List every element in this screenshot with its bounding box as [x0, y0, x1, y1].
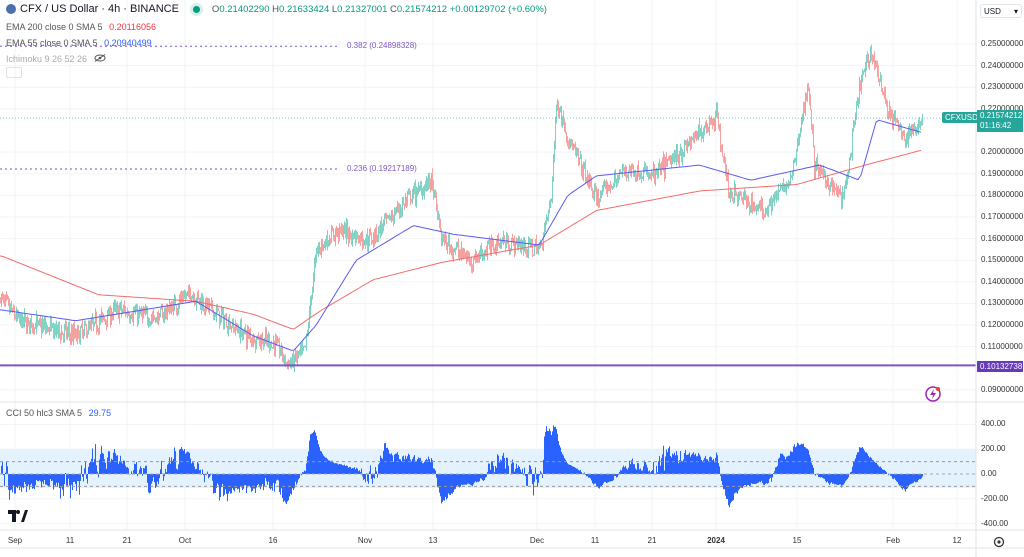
- ema200-value: 0.20116056: [109, 22, 156, 32]
- cci-tick: 200.00: [981, 444, 1006, 454]
- time-tick: Oct: [178, 536, 192, 545]
- currency-select[interactable]: USD ▾: [980, 4, 1022, 18]
- price-tick: 0.25000000: [981, 39, 1024, 48]
- price-tick: 0.22000000: [981, 103, 1024, 113]
- tradingview-logo[interactable]: [8, 510, 28, 522]
- time-tick: Nov: [357, 536, 373, 545]
- ichimoku-legend[interactable]: Ichimoku 9 26 52 26: [6, 54, 106, 64]
- fib-label-0236: 0.236 (0.19217189): [347, 164, 417, 173]
- candles: [0, 44, 923, 373]
- ema55-value: 0.20940499: [104, 38, 152, 48]
- fib-label-0382: 0.382 (0.24898328): [347, 41, 417, 50]
- cci-legend[interactable]: CCI 50 hlc3 SMA 5 29.75: [6, 408, 111, 418]
- price-tick: 0.11000000: [981, 341, 1023, 351]
- price-tick: 0.12000000: [981, 320, 1024, 330]
- time-tick: 11: [590, 536, 600, 545]
- ema200-line: [0, 149, 922, 330]
- cci-tick: -400.00: [981, 518, 1009, 528]
- hline-price-label: 0.10132738: [977, 361, 1023, 372]
- time-tick: 16: [268, 536, 278, 545]
- cci-value: 29.75: [88, 408, 112, 418]
- ohlc-values: O0.21402290 H0.21633424 L0.21327001 C0.2…: [211, 3, 547, 15]
- bar-countdown: 01:16:42: [980, 121, 1012, 130]
- symbol-badge: CFXUSD: [942, 112, 981, 123]
- cci-tick: 400.00: [981, 419, 1006, 429]
- ema55-legend[interactable]: EMA 55 close 0 SMA 5 0.20940499: [6, 38, 152, 48]
- cci-label: CCI 50 hlc3 SMA 5: [6, 408, 83, 418]
- market-status-icon[interactable]: [192, 5, 200, 13]
- last-price-label: 0.21574212 01:16:42: [977, 110, 1023, 132]
- time-tick: 13: [428, 536, 438, 545]
- price-tick: 0.14000000: [981, 276, 1024, 286]
- eye-crossed-icon[interactable]: [94, 54, 106, 62]
- price-tick: 0.19000000: [981, 168, 1024, 178]
- symbol-legend[interactable]: CFX / US Dollar · 4h · BINANCE O0.214022…: [6, 3, 547, 15]
- price-tick: 0.15000000: [981, 255, 1024, 265]
- lightning-alert-icon[interactable]: [924, 385, 942, 403]
- price-tick: 0.24000000: [981, 60, 1024, 70]
- overlays: [0, 45, 976, 487]
- settings-gear-icon[interactable]: [993, 536, 1005, 548]
- symbol-title[interactable]: CFX / US Dollar · 4h · BINANCE: [20, 3, 179, 15]
- time-tick: 21: [122, 536, 132, 545]
- ema55-line: [0, 119, 922, 351]
- cci-tick: 0.00: [981, 469, 997, 478]
- ema200-legend[interactable]: EMA 200 close 0 SMA 5 0.20116056: [6, 22, 156, 32]
- time-tick: 11: [65, 536, 75, 545]
- time-tick: Feb: [886, 536, 900, 545]
- collapse-legend-button[interactable]: [6, 67, 22, 78]
- ichimoku-label: Ichimoku 9 26 52 26: [6, 54, 88, 64]
- time-tick: 21: [647, 536, 657, 545]
- cci-histogram: [1, 425, 923, 508]
- price-tick: 0.16000000: [981, 233, 1024, 243]
- time-tick: 15: [792, 536, 802, 545]
- cci-tick: -200.00: [981, 493, 1009, 503]
- price-tick: 0.23000000: [981, 82, 1024, 92]
- price-tick: 0.18000000: [981, 190, 1024, 200]
- price-tick: 0.17000000: [981, 211, 1024, 221]
- ema200-label: EMA 200 close 0 SMA 5: [6, 22, 103, 32]
- time-tick: 2024: [707, 536, 725, 545]
- cfx-logo-icon: [6, 4, 16, 14]
- price-tick: 0.09000000: [981, 384, 1024, 394]
- time-tick: Sep: [7, 536, 23, 545]
- price-tick: 0.13000000: [981, 298, 1024, 308]
- time-tick: Dec: [529, 536, 545, 545]
- time-tick: 12: [952, 536, 962, 545]
- ema55-label: EMA 55 close 0 SMA 5: [6, 38, 98, 48]
- price-tick: 0.20000000: [981, 147, 1024, 157]
